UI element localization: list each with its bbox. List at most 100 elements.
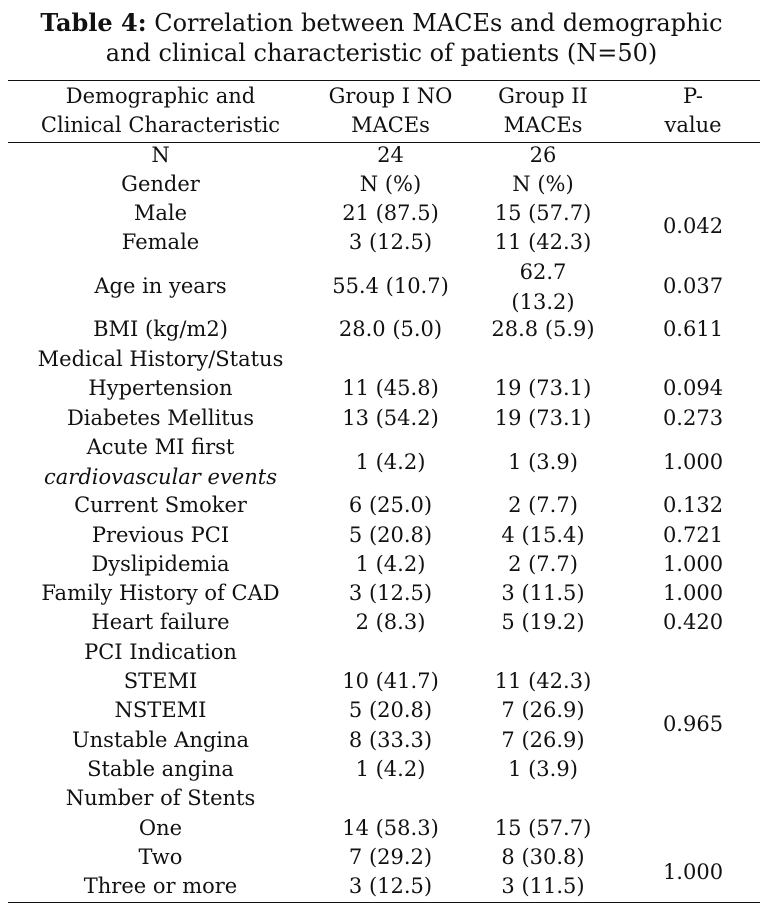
table-row: PCI Indication — [8, 637, 760, 667]
row-label: Three or more — [83, 874, 238, 898]
stents-p-value: 1.000 — [662, 860, 724, 884]
group2-value: N (%) — [512, 172, 574, 196]
group2-value: 3 (11.5) — [501, 874, 585, 898]
group1-value: 55.4 (10.7) — [332, 274, 449, 298]
group2-value: 15 (57.7) — [494, 201, 592, 225]
table-row: Unstable Angina 8 (33.3) 7 (26.9) — [8, 725, 760, 755]
p-value: 0.611 — [662, 317, 724, 341]
row-label: One — [138, 816, 183, 840]
row-label: Female — [121, 230, 200, 254]
group2-value: 3 (11.5) — [501, 581, 585, 605]
header-group1: Group I NO MACEs — [328, 84, 453, 137]
table-row: STEMI 10 (41.7) 11 (42.3) — [8, 666, 760, 696]
group1-value: 11 (45.8) — [342, 376, 439, 400]
caption-text-line1: Correlation between MACEs and demographi… — [146, 9, 723, 37]
group1-value: 3 (12.5) — [348, 230, 433, 254]
table-row: N 24 26 — [8, 140, 760, 170]
group2-value: 19 (73.1) — [494, 406, 592, 430]
group1-value: 13 (54.2) — [342, 406, 439, 430]
group2-value: 5 (19.2) — [501, 610, 585, 634]
p-value: 1.000 — [662, 552, 724, 576]
table-caption: Table 4: Correlation between MACEs and d… — [0, 8, 763, 68]
table-row: Acute MI first cardiovascular events 1 (4… — [8, 432, 760, 492]
header-pvalue: P-value — [664, 84, 722, 137]
p-value: 0.132 — [662, 493, 724, 517]
table-header: Demographic and Clinical Characteristic G… — [8, 82, 760, 142]
row-label: Gender — [121, 172, 200, 196]
table-row: Current Smoker 6 (25.0) 2 (7.7) 0.132 — [8, 490, 760, 520]
group1-value: 1 (4.2) — [355, 552, 426, 576]
group2-value: 19 (73.1) — [494, 376, 592, 400]
header-group2: Group II MACEs — [498, 84, 588, 137]
row-label: Previous PCI — [91, 523, 230, 547]
table-row: Two 7 (29.2) 8 (30.8) — [8, 842, 760, 872]
gender-p-value: 0.042 — [662, 214, 724, 238]
group1-value: 2 (8.3) — [355, 610, 426, 634]
table-row: Male 21 (87.5) 15 (57.7) — [8, 198, 760, 228]
group2-value: 4 (15.4) — [501, 523, 585, 547]
table-row: Age in years 55.4 (10.7) 62.7 (13.2) 0.03… — [8, 257, 760, 317]
group1-value: 14 (58.3) — [342, 816, 439, 840]
group1-value: 5 (20.8) — [348, 698, 433, 722]
group1-value: N (%) — [359, 172, 422, 196]
row-label: Unstable Angina — [71, 728, 250, 752]
row-label: Stable angina — [87, 757, 234, 781]
p-value: 0.273 — [662, 406, 724, 430]
row-label: NSTEMI — [114, 698, 207, 722]
table-row: Stable angina 1 (4.2) 1 (3.9) — [8, 754, 760, 784]
table-row: Previous PCI 5 (20.8) 4 (15.4) 0.721 — [8, 520, 760, 550]
row-label: STEMI — [123, 669, 198, 693]
table-row: Hypertension 11 (45.8) 19 (73.1) 0.094 — [8, 373, 760, 403]
row-label: N — [151, 143, 170, 167]
group1-value: 10 (41.7) — [342, 669, 439, 693]
table-row: One 14 (58.3) 15 (57.7) — [8, 813, 760, 843]
row-label: Age in years — [94, 274, 227, 298]
group2-value: 1 (3.9) — [508, 757, 578, 781]
table-row: Gender N (%) N (%) — [8, 169, 760, 199]
group1-value: 3 (12.5) — [348, 581, 433, 605]
table-label: Table 4: — [40, 8, 147, 37]
group2-value: 7 (26.9) — [501, 698, 585, 722]
group2-value: 26 — [529, 143, 557, 167]
caption-text-line2: and clinical characteristic of patients … — [105, 39, 658, 67]
group1-value: 5 (20.8) — [348, 523, 433, 547]
table-row: Number of Stents — [8, 783, 760, 813]
group1-value: 3 (12.5) — [348, 874, 433, 898]
group2-value: 7 (26.9) — [501, 728, 585, 752]
table-row: Three or more 3 (12.5) 3 (11.5) — [8, 871, 760, 901]
group2-value: 1 (3.9) — [508, 450, 578, 474]
group2-value: 11 (42.3) — [494, 230, 592, 254]
group1-value: 8 (33.3) — [348, 728, 433, 752]
row-label: Hypertension — [88, 376, 233, 400]
p-value: 0.721 — [662, 523, 724, 547]
table-row: Diabetes Mellitus 13 (54.2) 19 (73.1) 0.… — [8, 403, 760, 433]
group1-value: 6 (25.0) — [348, 493, 433, 517]
table-row: BMI (kg/m2) 28.0 (5.0) 28.8 (5.9) 0.611 — [8, 314, 760, 344]
row-label: Acute MI first cardiovascular events — [44, 435, 277, 489]
p-value: 1.000 — [662, 581, 724, 605]
row-label: Current Smoker — [74, 493, 247, 517]
section-label: PCI Indication — [84, 640, 237, 664]
row-label: Male — [133, 201, 188, 225]
table-row: Heart failure 2 (8.3) 5 (19.2) 0.420 — [8, 607, 760, 637]
group1-value: 1 (4.2) — [355, 450, 426, 474]
table-row: Family History of CAD 3 (12.5) 3 (11.5) … — [8, 578, 760, 608]
section-label: Medical History/Status — [37, 347, 284, 371]
group1-value: 21 (87.5) — [342, 201, 439, 225]
group2-value: 28.8 (5.9) — [491, 317, 595, 341]
group2-value: 8 (30.8) — [501, 845, 585, 869]
row-label: BMI (kg/m2) — [93, 317, 228, 341]
row-label: Family History of CAD — [41, 581, 280, 605]
group2-value: 11 (42.3) — [494, 669, 592, 693]
group2-value: 2 (7.7) — [508, 552, 578, 576]
top-rule — [8, 80, 760, 81]
group1-value: 28.0 (5.0) — [338, 317, 443, 341]
bottom-rule — [8, 902, 760, 903]
row-label: Dyslipidemia — [91, 552, 230, 576]
group2-value: 2 (7.7) — [508, 493, 578, 517]
header-rule — [8, 142, 760, 143]
table-row: Medical History/Status — [8, 344, 760, 374]
p-value: 0.420 — [662, 610, 724, 634]
section-label: Number of Stents — [65, 786, 256, 810]
table-row: NSTEMI 5 (20.8) 7 (26.9) — [8, 695, 760, 725]
